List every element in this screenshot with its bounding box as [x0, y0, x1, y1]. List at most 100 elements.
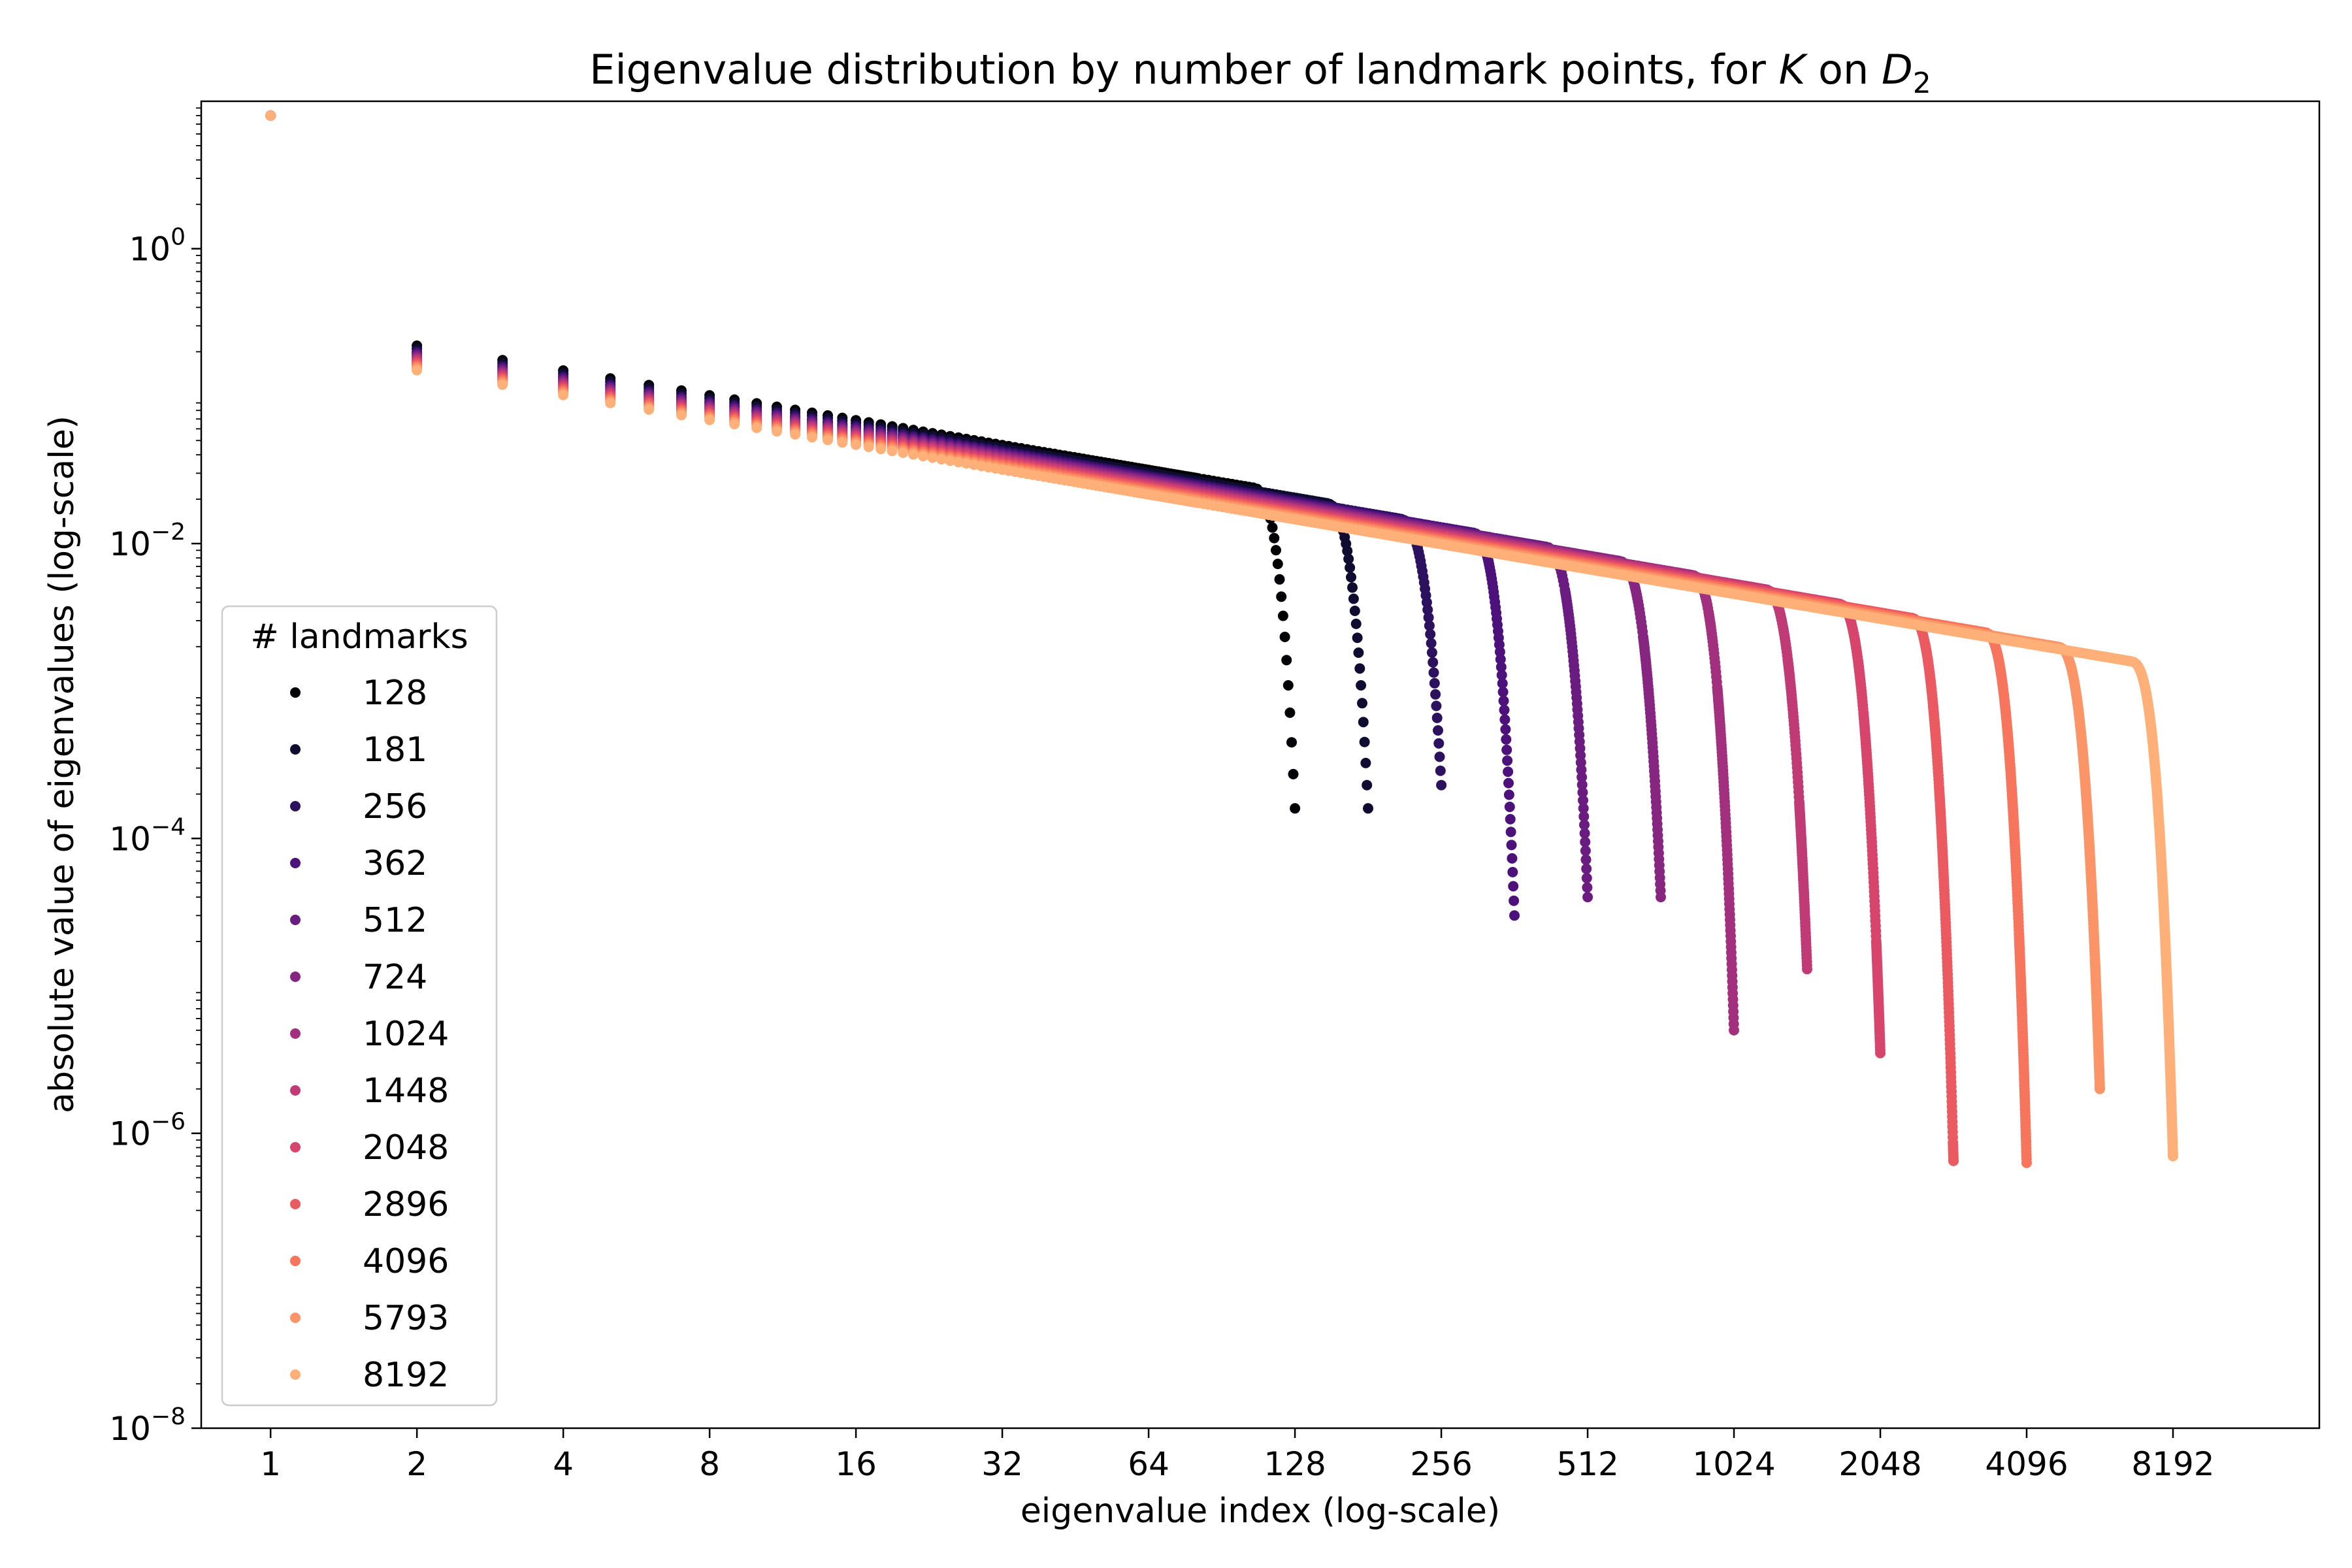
data-point — [1498, 695, 1509, 706]
data-point — [927, 452, 938, 463]
data-point — [1500, 724, 1511, 735]
legend-label: 8192 — [363, 1356, 449, 1395]
data-point — [1281, 655, 1292, 666]
legend-label: 128 — [363, 674, 427, 713]
data-point — [823, 434, 833, 446]
legend-label: 4096 — [363, 1242, 449, 1281]
data-point — [1582, 882, 1593, 893]
data-point — [908, 449, 919, 460]
data-point — [1347, 582, 1358, 593]
data-point — [1426, 647, 1437, 658]
data-point — [1497, 678, 1508, 689]
legend-marker — [290, 1085, 301, 1096]
data-point — [918, 451, 928, 462]
legend-marker — [290, 972, 301, 982]
data-point — [1431, 700, 1442, 711]
data-point — [1276, 591, 1287, 602]
data-point — [1436, 779, 1447, 791]
data-point — [1277, 610, 1288, 621]
legend-marker — [290, 915, 301, 925]
data-point — [1581, 863, 1592, 874]
data-point — [1267, 522, 1278, 533]
data-point — [1423, 612, 1434, 623]
x-axis-label: eigenvalue index (log-scale) — [1021, 1492, 1500, 1531]
data-point — [1363, 803, 1373, 814]
data-point — [1271, 545, 1281, 556]
data-point — [1582, 892, 1593, 903]
data-point — [1495, 662, 1507, 672]
data-point — [1282, 680, 1294, 691]
legend-marker — [290, 1256, 301, 1266]
data-point — [1433, 738, 1445, 749]
data-point — [1581, 873, 1592, 883]
data-point — [1577, 787, 1588, 798]
x-tick-label: 8192 — [2131, 1445, 2214, 1483]
data-point — [790, 429, 801, 440]
data-point — [1346, 572, 1356, 583]
x-tick-label: 8 — [699, 1445, 720, 1483]
data-point — [1506, 840, 1517, 851]
legend-label: 2048 — [363, 1128, 449, 1168]
data-point — [1499, 714, 1511, 725]
legend-marker — [290, 858, 301, 868]
data-point — [1435, 765, 1446, 776]
x-tick-label: 16 — [835, 1445, 877, 1483]
x-tick-label: 4096 — [1985, 1445, 2068, 1483]
data-point — [644, 404, 655, 415]
data-point — [1350, 618, 1362, 629]
data-point — [1274, 574, 1285, 585]
data-point — [1802, 964, 1812, 975]
data-point — [1348, 593, 1359, 604]
data-point — [1290, 803, 1301, 814]
data-point — [1429, 678, 1440, 689]
data-point — [1875, 1047, 1886, 1058]
data-point — [2021, 1157, 2032, 1168]
legend-label: 2896 — [363, 1185, 449, 1224]
data-point — [1428, 657, 1439, 668]
data-point — [751, 422, 762, 433]
legend-label: 512 — [363, 901, 427, 940]
data-point — [1272, 559, 1283, 570]
data-point — [1425, 629, 1436, 640]
data-point — [1578, 795, 1588, 806]
data-point — [558, 389, 569, 400]
data-point — [1352, 632, 1363, 644]
data-point — [1579, 819, 1590, 830]
legend-label: 256 — [363, 787, 427, 826]
data-point — [1503, 766, 1514, 777]
legend-label: 1448 — [363, 1071, 449, 1111]
data-point — [1353, 647, 1364, 658]
legend-marker — [290, 1313, 301, 1323]
data-point — [1345, 562, 1356, 573]
legend: # landmarks 1281812563625127241024144820… — [221, 605, 498, 1407]
data-point — [1422, 604, 1433, 615]
x-tick-label: 4 — [553, 1445, 574, 1483]
data-point — [851, 439, 862, 450]
data-point — [1507, 866, 1518, 877]
legend-label: 724 — [363, 958, 427, 997]
data-point — [1288, 768, 1299, 779]
legend-marker — [290, 687, 301, 698]
data-point — [863, 442, 874, 452]
data-point — [704, 414, 715, 425]
legend-box — [221, 605, 498, 1407]
data-point — [1284, 707, 1296, 718]
data-point — [1504, 802, 1515, 812]
data-point — [1342, 546, 1353, 557]
x-tick-label: 2048 — [1838, 1445, 1921, 1483]
data-point — [1576, 779, 1588, 791]
data-point — [837, 437, 848, 448]
data-point — [1503, 789, 1514, 800]
data-point — [1362, 779, 1373, 791]
data-point — [1495, 654, 1506, 665]
x-tick-label: 32 — [981, 1445, 1023, 1483]
legend-marker — [290, 1369, 301, 1380]
data-point — [1580, 836, 1591, 847]
data-point — [265, 110, 276, 121]
data-point — [1578, 811, 1590, 822]
data-point — [1430, 689, 1441, 700]
legend-marker — [290, 1028, 301, 1039]
data-point — [2095, 1083, 2105, 1094]
y-axis-label: absolute value of eigenvalues (log-scale… — [42, 416, 82, 1113]
